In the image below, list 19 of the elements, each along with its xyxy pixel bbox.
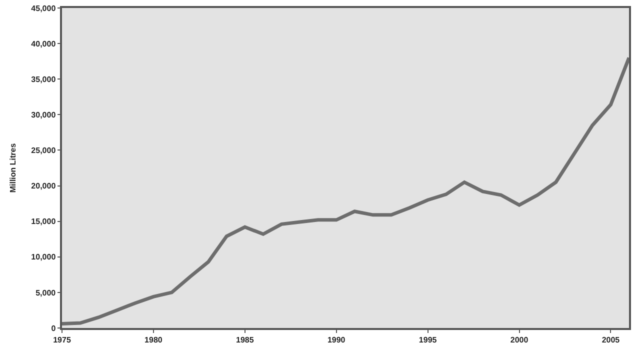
y-axis-title: Million Litres bbox=[8, 142, 18, 193]
x-tick-label: 1980 bbox=[144, 335, 163, 344]
y-tick-label: 20,000 bbox=[31, 182, 56, 191]
x-tick-label: 2000 bbox=[510, 335, 529, 344]
y-tick-label: 45,000 bbox=[31, 4, 56, 13]
y-tick-label: 15,000 bbox=[31, 217, 56, 226]
y-tick-label: 0 bbox=[51, 324, 56, 333]
x-tick-label: 2005 bbox=[602, 335, 620, 344]
x-tick-label: 1985 bbox=[236, 335, 254, 344]
x-tick-label: 1975 bbox=[53, 335, 72, 344]
x-tick-label: 1995 bbox=[418, 335, 438, 344]
y-tick-label: 10,000 bbox=[31, 252, 56, 262]
line-series bbox=[62, 56, 629, 326]
y-tick-label: 35,000 bbox=[31, 74, 56, 84]
y-tick-label: 30,000 bbox=[31, 110, 56, 120]
x-tick-label: 1990 bbox=[327, 335, 346, 344]
y-tick-label: 5,000 bbox=[36, 288, 56, 298]
y-tick-label: 25,000 bbox=[31, 146, 56, 156]
y-tick-label: 40,000 bbox=[31, 39, 56, 48]
